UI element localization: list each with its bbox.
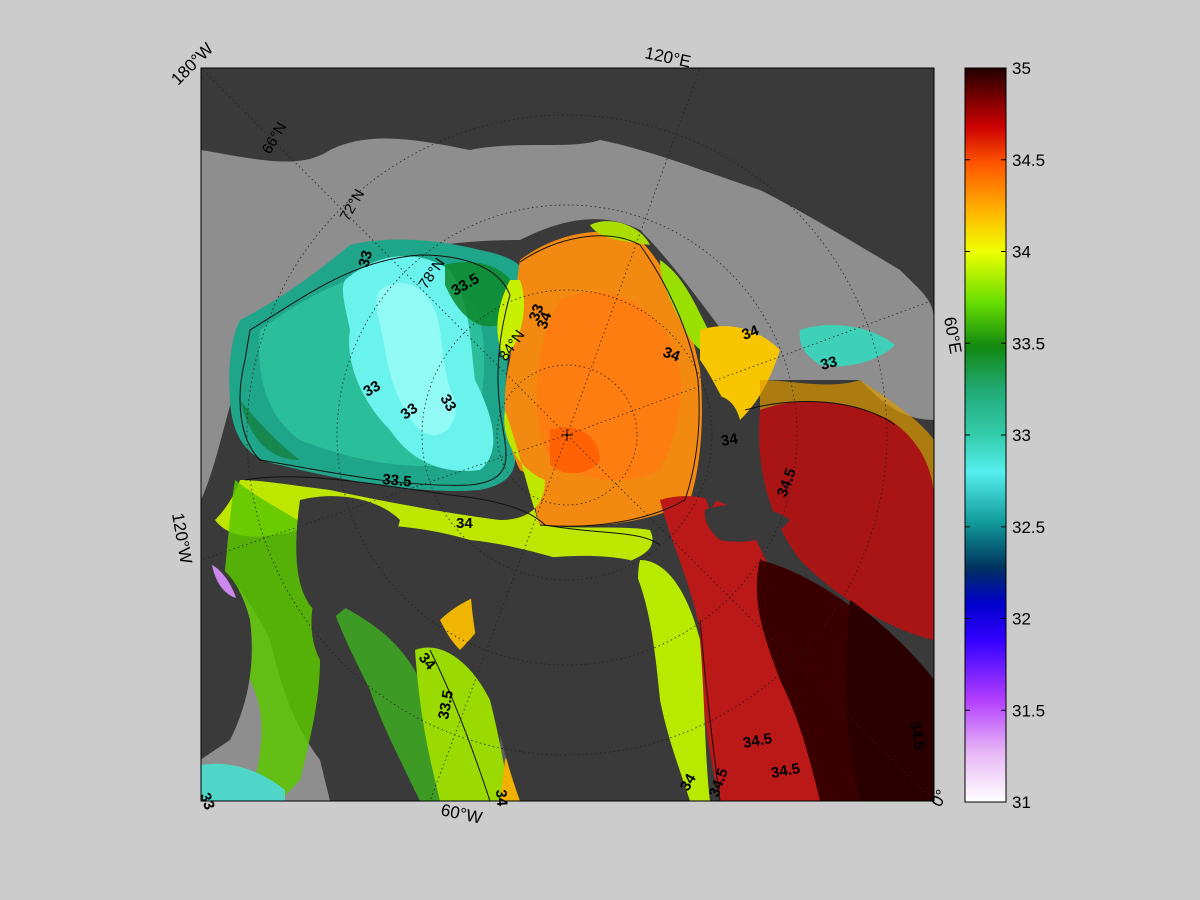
colorbar-tick-label: 35: [1012, 59, 1031, 78]
colorbar-tick-label: 31.5: [1012, 701, 1045, 720]
contour-label: 33: [526, 302, 548, 323]
contour-label: 33.5: [382, 471, 413, 490]
colorbar-tick-label: 34.5: [1012, 151, 1045, 170]
contour-label-group: 33 33.5 33 33 33 33.5 34 33 34 34 34 33 …: [196, 249, 928, 813]
contour-label: 34: [677, 770, 700, 794]
colorbar-tick-label: 33.5: [1012, 334, 1045, 353]
contour-lines: [239, 235, 896, 801]
contour-label: 34: [740, 322, 762, 344]
contour-label: 33: [196, 791, 218, 812]
colorbar-tick-label: 31: [1012, 793, 1031, 812]
greenland: [470, 555, 690, 801]
colorbar-tick-label: 33: [1012, 426, 1031, 445]
lon-label-120w: 120°W: [168, 511, 196, 565]
colorbar: 35 34.5 34 33.5 33 32.5 32 31.5 31: [964, 59, 1045, 812]
north-pole-marker: [561, 429, 573, 441]
contour-label: 33: [437, 392, 460, 415]
shelf-area: [201, 138, 934, 500]
contour-label: 34: [661, 344, 683, 366]
colorbar-gradient: [964, 67, 1007, 803]
contour-label: 34: [492, 789, 510, 808]
colorbar-ticks: 35 34.5 34 33.5 33 32.5 32 31.5 31: [965, 59, 1045, 812]
lon-label-60e: 60°E: [940, 315, 965, 355]
contour-label: 34.5: [742, 730, 774, 752]
contour-label: 33: [819, 353, 840, 374]
contour-label: 33.5: [435, 689, 457, 721]
contour-label: 34: [456, 515, 473, 532]
graticule: [201, 68, 934, 801]
map-panel: 33 33.5 33 33 33 33.5 34 33 34 34 34 33 …: [167, 39, 965, 827]
lon-label-120e: 120°E: [643, 43, 692, 71]
contour-label: 34.5: [906, 720, 928, 752]
contour-label: 33: [398, 400, 421, 423]
contour-label: 34.5: [770, 760, 802, 782]
lon-label-60w: 60°W: [439, 800, 484, 827]
contour-label: 33: [355, 249, 376, 270]
contour-label: 34: [534, 309, 556, 331]
contour-label: 34: [720, 430, 740, 450]
contour-label: 33: [361, 377, 384, 400]
map-frame: [200, 67, 935, 802]
colorbar-tick-label: 32: [1012, 610, 1031, 629]
colorbar-tick-label: 32.5: [1012, 518, 1045, 537]
salinity-field: [201, 221, 934, 801]
colorbar-tick-label: 34: [1012, 243, 1031, 262]
